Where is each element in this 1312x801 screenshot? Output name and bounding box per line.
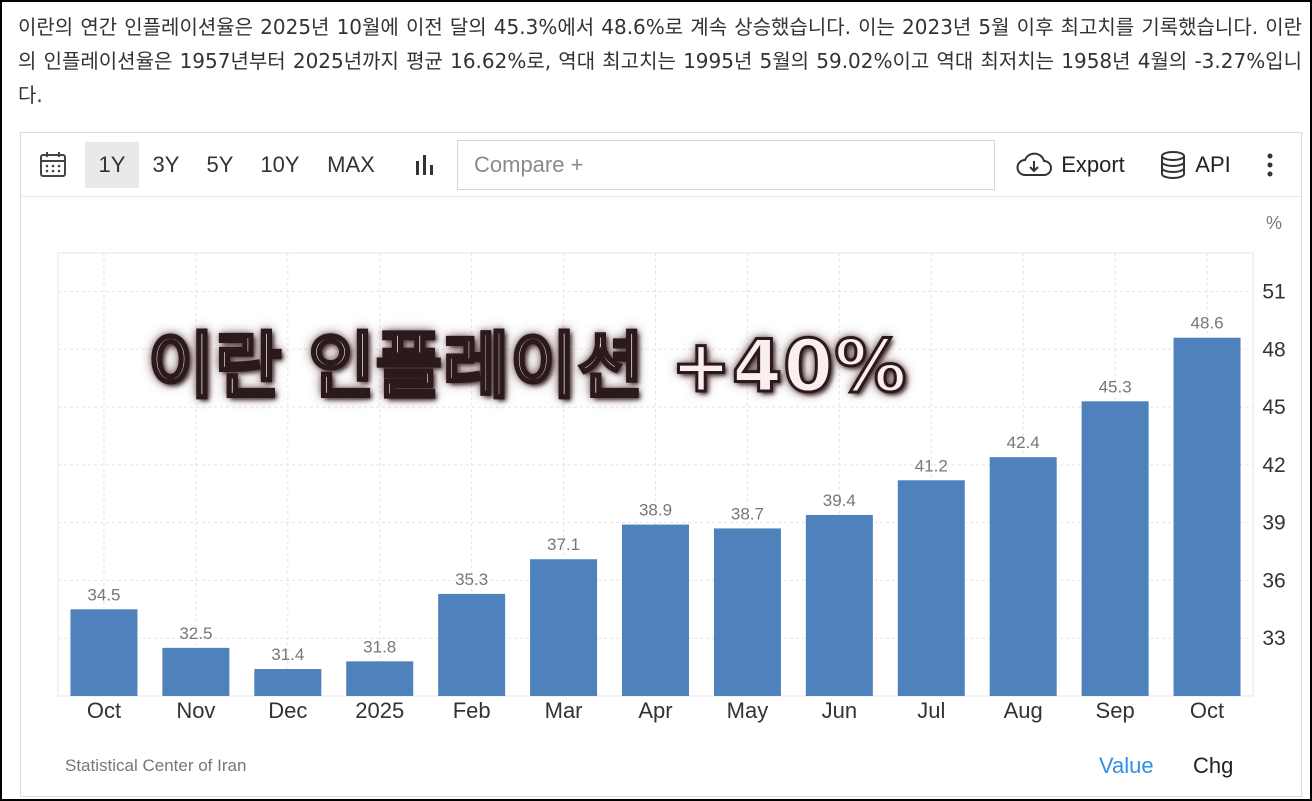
x-tick-label: Oct bbox=[87, 698, 121, 723]
bar bbox=[713, 528, 781, 696]
bar bbox=[438, 593, 506, 696]
range-5y-button[interactable]: 5Y bbox=[206, 152, 234, 177]
intro-paragraph: 이란의 연간 인플레이션율은 2025년 10월에 이전 달의 45.3%에서 … bbox=[18, 15, 1302, 107]
bar-value-label: 42.4 bbox=[1007, 433, 1040, 452]
x-tick-label: Nov bbox=[176, 698, 215, 723]
cloud-download-icon bbox=[1016, 152, 1053, 176]
y-unit-label: % bbox=[1266, 213, 1282, 233]
database-icon bbox=[1161, 151, 1186, 179]
range-max-button[interactable]: MAX bbox=[327, 152, 375, 177]
x-tick-label: Jun bbox=[822, 698, 857, 723]
x-tick-label: Jul bbox=[917, 698, 945, 723]
x-tick-label: Feb bbox=[453, 698, 491, 723]
inflation-bar-chart: % 33 36 39 42 45 48 51 34.5 Oct 32.5 Nov 31.4 Dec 31.8… bbox=[57, 213, 1286, 723]
bar-value-label: 34.5 bbox=[87, 585, 120, 604]
bar bbox=[622, 524, 689, 696]
y-tick-label: 39 bbox=[1262, 512, 1285, 535]
bar-value-label: 35.3 bbox=[455, 570, 488, 589]
bar-value-label: 37.1 bbox=[547, 535, 580, 554]
range-1y-button[interactable]: 1Y bbox=[85, 142, 139, 188]
calendar-icon[interactable] bbox=[33, 142, 73, 188]
bar-value-label: 31.4 bbox=[271, 645, 304, 664]
x-tick-label: May bbox=[727, 698, 769, 723]
x-tick-label: Sep bbox=[1096, 698, 1135, 723]
export-button[interactable]: Export bbox=[1007, 142, 1133, 188]
bar-value-label: 31.8 bbox=[363, 637, 396, 656]
bar bbox=[989, 457, 1057, 696]
overlay-title: 이란 인플레이션 +40% bbox=[146, 323, 908, 410]
bar bbox=[162, 647, 230, 696]
chg-mode-button[interactable]: Chg bbox=[1193, 753, 1234, 778]
chart-panel: 1Y 3Y 5Y 10Y MAX Export bbox=[20, 132, 1302, 797]
y-tick-label: 48 bbox=[1262, 338, 1285, 361]
bar-value-label: 48.6 bbox=[1190, 314, 1223, 333]
bar-value-label: 45.3 bbox=[1099, 377, 1132, 396]
range-10y-button[interactable]: 10Y bbox=[260, 152, 300, 177]
value-mode-button[interactable]: Value bbox=[1099, 753, 1154, 778]
bar bbox=[805, 514, 873, 696]
y-tick-label: 36 bbox=[1262, 569, 1285, 592]
bar-value-label: 38.9 bbox=[639, 501, 672, 520]
api-label: API bbox=[1195, 152, 1231, 177]
bar-value-label: 38.7 bbox=[731, 504, 764, 523]
y-tick-label: 42 bbox=[1262, 454, 1285, 477]
x-tick-label: Oct bbox=[1190, 698, 1224, 723]
x-tick-label: 2025 bbox=[355, 698, 404, 723]
bar bbox=[70, 609, 138, 696]
export-label: Export bbox=[1061, 152, 1125, 177]
compare-input[interactable] bbox=[457, 140, 995, 190]
range-3y-button[interactable]: 3Y bbox=[152, 152, 180, 177]
more-vert-icon[interactable] bbox=[1253, 142, 1287, 188]
bar-value-label: 41.2 bbox=[915, 456, 948, 475]
bar bbox=[1173, 337, 1241, 696]
y-tick-label: 51 bbox=[1262, 281, 1285, 304]
bar bbox=[530, 559, 598, 696]
bar bbox=[254, 669, 322, 696]
y-tick-label: 45 bbox=[1262, 396, 1285, 419]
chart-toolbar: 1Y 3Y 5Y 10Y MAX Export bbox=[21, 133, 1301, 197]
bar bbox=[1081, 401, 1149, 696]
bar bbox=[897, 480, 965, 696]
x-tick-label: Apr bbox=[638, 698, 672, 723]
x-tick-label: Aug bbox=[1004, 698, 1043, 723]
bar-chart-icon[interactable] bbox=[405, 142, 445, 188]
bar-value-label: 39.4 bbox=[823, 491, 856, 510]
x-tick-label: Mar bbox=[545, 698, 583, 723]
source-label: Statistical Center of Iran bbox=[65, 756, 247, 775]
api-button[interactable]: API bbox=[1149, 142, 1241, 188]
y-tick-label: 33 bbox=[1262, 627, 1285, 650]
bar-value-label: 32.5 bbox=[179, 624, 212, 643]
x-tick-label: Dec bbox=[268, 698, 307, 723]
bar bbox=[346, 661, 414, 696]
